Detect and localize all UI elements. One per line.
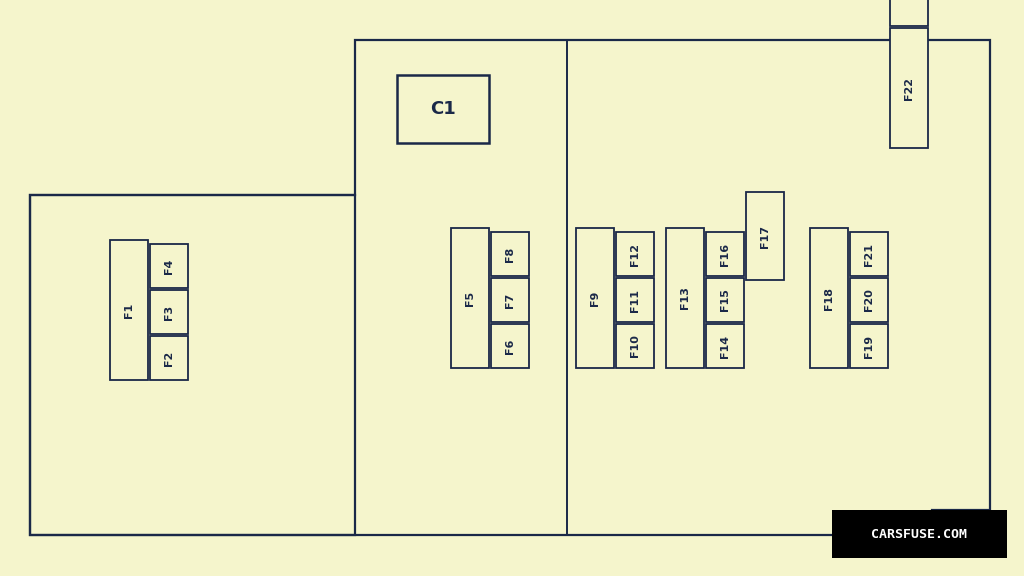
Text: F1: F1 xyxy=(124,302,134,317)
Text: F11: F11 xyxy=(630,289,640,312)
Text: F17: F17 xyxy=(760,225,770,248)
Text: F5: F5 xyxy=(465,290,475,305)
Polygon shape xyxy=(30,40,990,535)
Bar xyxy=(150,290,188,334)
Bar xyxy=(746,192,784,280)
Bar xyxy=(706,278,744,322)
Bar xyxy=(850,232,888,276)
Text: CARSFUSE.COM: CARSFUSE.COM xyxy=(871,528,968,540)
Bar xyxy=(706,324,744,368)
Text: F6: F6 xyxy=(505,338,515,354)
Text: F14: F14 xyxy=(720,335,730,358)
Text: F12: F12 xyxy=(630,242,640,266)
Bar xyxy=(850,278,888,322)
Bar xyxy=(706,232,744,276)
Text: F21: F21 xyxy=(864,242,874,266)
Text: F20: F20 xyxy=(864,289,874,312)
Bar xyxy=(850,324,888,368)
Text: F2: F2 xyxy=(164,350,174,366)
Bar xyxy=(575,228,614,368)
Bar xyxy=(810,228,848,368)
Bar xyxy=(831,510,1007,558)
Bar xyxy=(110,240,148,380)
Text: F19: F19 xyxy=(864,335,874,358)
Text: F15: F15 xyxy=(720,289,730,312)
Bar xyxy=(666,228,705,368)
Text: F13: F13 xyxy=(680,287,690,309)
Text: F16: F16 xyxy=(720,242,730,266)
Text: F4: F4 xyxy=(164,258,174,274)
Bar xyxy=(616,324,654,368)
Text: F3: F3 xyxy=(164,305,174,320)
Bar xyxy=(490,278,529,322)
Text: F8: F8 xyxy=(505,247,515,262)
Bar xyxy=(150,336,188,380)
Text: F7: F7 xyxy=(505,293,515,308)
Bar xyxy=(890,0,928,26)
Bar xyxy=(150,244,188,288)
Bar xyxy=(397,75,489,143)
Bar xyxy=(490,324,529,368)
Text: F18: F18 xyxy=(824,286,834,309)
Text: F9: F9 xyxy=(590,290,600,306)
Text: F22: F22 xyxy=(904,77,914,100)
Bar xyxy=(616,232,654,276)
Bar xyxy=(451,228,489,368)
Bar xyxy=(490,232,529,276)
Text: F10: F10 xyxy=(630,335,640,358)
Bar xyxy=(890,28,928,148)
Text: C1: C1 xyxy=(430,100,456,118)
Bar xyxy=(616,278,654,322)
Bar xyxy=(30,195,355,535)
